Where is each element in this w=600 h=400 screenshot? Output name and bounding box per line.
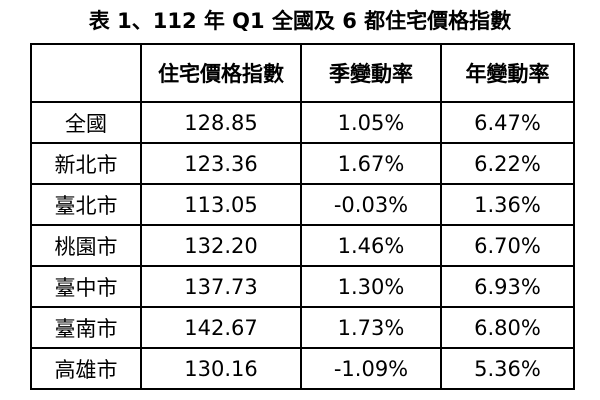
table-cell: 113.05 (140, 183, 302, 226)
table-cell: 6.93% (440, 265, 575, 308)
row-label: 臺中市 (30, 265, 142, 308)
table-row: 臺中市 137.73 1.30% 6.93% (30, 265, 575, 308)
row-label: 臺南市 (30, 306, 142, 349)
table-cell: 1.36% (440, 183, 575, 226)
table-cell: 1.73% (300, 306, 442, 349)
row-label: 桃園市 (30, 224, 142, 267)
column-header: 年變動率 (440, 43, 575, 103)
table-cell: 6.70% (440, 224, 575, 267)
table-cell: 6.80% (440, 306, 575, 349)
table-cell: 1.67% (300, 142, 442, 185)
row-label: 高雄市 (30, 347, 142, 390)
table-cell: 1.05% (300, 101, 442, 144)
price-index-table: 住宅價格指數 季變動率 年變動率 全國 128.85 1.05% 6.47% 新北市 123.… (30, 43, 575, 390)
table-cell: 6.47% (440, 101, 575, 144)
column-header: 住宅價格指數 (140, 43, 302, 103)
table-row: 新北市 123.36 1.67% 6.22% (30, 142, 575, 185)
table-cell: 142.67 (140, 306, 302, 349)
table-cell: 123.36 (140, 142, 302, 185)
table-cell: -0.03% (300, 183, 442, 226)
table-row: 桃園市 132.20 1.46% 6.70% (30, 224, 575, 267)
table-row: 全國 128.85 1.05% 6.47% (30, 101, 575, 144)
row-label: 全國 (30, 101, 142, 144)
table-cell: 128.85 (140, 101, 302, 144)
table-cell: 132.20 (140, 224, 302, 267)
table-body: 全國 128.85 1.05% 6.47% 新北市 123.36 1.67% 6.22% 臺北市… (30, 101, 575, 390)
table-cell: 130.16 (140, 347, 302, 390)
header-row: 住宅價格指數 季變動率 年變動率 (30, 43, 575, 103)
table-cell: 5.36% (440, 347, 575, 390)
table-title: 表 1、112 年 Q1 全國及 6 都住宅價格指數 (88, 9, 512, 33)
corner-cell (30, 43, 142, 103)
table-row: 臺北市 113.05 -0.03% 1.36% (30, 183, 575, 226)
row-label: 新北市 (30, 142, 142, 185)
column-header: 季變動率 (300, 43, 442, 103)
table-cell: 1.30% (300, 265, 442, 308)
table-row: 高雄市 130.16 -1.09% 5.36% (30, 347, 575, 390)
table-row: 臺南市 142.67 1.73% 6.80% (30, 306, 575, 349)
table-cell: 1.46% (300, 224, 442, 267)
table-cell: 137.73 (140, 265, 302, 308)
table-cell: 6.22% (440, 142, 575, 185)
row-label: 臺北市 (30, 183, 142, 226)
table-cell: -1.09% (300, 347, 442, 390)
